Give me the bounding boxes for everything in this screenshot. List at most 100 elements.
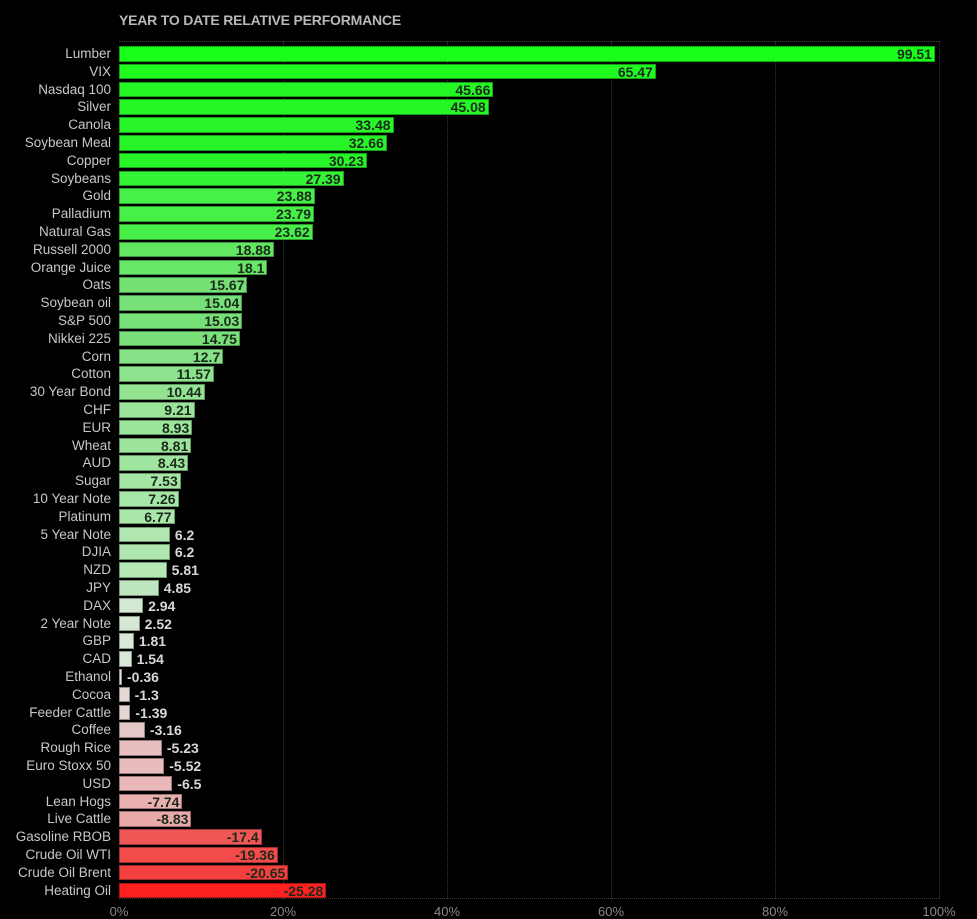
bar-row: Lean Hogs -7.74 — [46, 793, 939, 811]
category-label: CAD — [82, 651, 111, 667]
value-label: 2.94 — [148, 597, 176, 614]
bar — [119, 829, 262, 845]
value-label: -8.83 — [156, 811, 189, 828]
bar-row: Soybean oil 15.04 — [40, 294, 939, 312]
category-label: S&P 500 — [57, 313, 111, 328]
value-label: -1.3 — [134, 686, 159, 703]
category-label: Gold — [82, 188, 111, 204]
bar — [119, 366, 214, 382]
bar — [119, 775, 173, 792]
bar-row: USD -6.5 — [82, 775, 939, 793]
bar-row: Gasoline RBOB -17.4 — [16, 828, 939, 846]
bar — [119, 437, 192, 454]
bar — [119, 241, 274, 258]
bar-row: 30 Year Bond 10.44 — [30, 383, 939, 401]
bar-row: DAX 2.94 — [83, 597, 939, 615]
bar-row: Soybeans 27.39 — [51, 170, 939, 188]
bar — [119, 473, 181, 489]
value-label: -25.28 — [283, 882, 324, 899]
bar-row: Wheat 8.81 — [72, 437, 939, 455]
grid-line — [611, 41, 612, 899]
category-label: DAX — [83, 597, 111, 613]
value-label: 15.04 — [204, 295, 240, 312]
category-label: Nikkei 225 — [47, 330, 111, 346]
bar-row: Heating Oil -25.28 — [44, 882, 939, 900]
category-label: 10 Year Note — [32, 491, 111, 506]
bar-row: 5 Year Note 6.2 — [40, 526, 939, 544]
category-label: USD — [82, 775, 111, 791]
category-label: Wheat — [71, 437, 111, 453]
bar — [119, 46, 935, 62]
bar — [119, 277, 248, 293]
bar-row: Palladium 23.79 — [52, 205, 939, 223]
bar-row: Nasdaq 100 45.66 — [38, 81, 939, 99]
category-label: Silver — [77, 99, 111, 115]
bar — [119, 544, 170, 560]
category-label: Nasdaq 100 — [38, 81, 111, 97]
value-label: -0.36 — [127, 669, 159, 685]
category-label: Ethanol — [65, 669, 111, 684]
bar — [119, 562, 167, 578]
bar-row: 2 Year Note 2.52 — [40, 615, 939, 633]
bar — [119, 811, 192, 827]
bar — [119, 669, 122, 685]
bar-row: Euro Stoxx 50 -5.52 — [26, 757, 939, 775]
bar — [119, 224, 313, 240]
value-label: -5.52 — [169, 758, 202, 774]
bar — [119, 722, 145, 738]
bar — [119, 580, 159, 596]
bar — [119, 170, 344, 187]
value-label: 11.57 — [176, 366, 211, 383]
category-label: Heating Oil — [44, 882, 111, 898]
bar-row: NZD 5.81 — [83, 561, 939, 579]
value-label: 65.47 — [617, 63, 653, 80]
value-label: 5.81 — [171, 562, 199, 579]
grid-line — [775, 41, 776, 899]
value-label: 18.1 — [237, 259, 265, 276]
value-label: 6.2 — [174, 526, 195, 543]
bar-chart-plot: Lumber 99.51 VIX 65.47 Nasdaq 100 45.66 Silver… — [16, 41, 940, 900]
value-label: 45.66 — [455, 81, 491, 98]
bar — [119, 402, 195, 418]
bar — [119, 99, 489, 115]
bar-row: Platinum 6.77 — [58, 508, 939, 526]
category-label: GBP — [82, 633, 111, 649]
bar — [119, 597, 144, 614]
category-label: Natural Gas — [38, 224, 111, 239]
bar-row: Sugar 7.53 — [75, 472, 939, 490]
value-label: 27.39 — [305, 170, 341, 187]
value-label: 45.08 — [450, 99, 486, 116]
bar — [119, 758, 165, 774]
bar-row: AUD 8.43 — [82, 454, 939, 472]
bar-row: 10 Year Note 7.26 — [33, 490, 939, 508]
grid-line — [447, 41, 448, 899]
category-label: Platinum — [58, 508, 111, 524]
bar-row: Crude Oil Brent -20.65 — [18, 864, 939, 882]
bar-row: Ethanol -0.36 — [65, 668, 939, 686]
grid-line — [939, 41, 940, 899]
bar — [119, 508, 175, 525]
category-label: 2 Year Note — [40, 615, 111, 631]
value-label: 8.43 — [157, 455, 186, 472]
category-label: Russell 2000 — [32, 241, 111, 257]
value-label: -7.74 — [147, 793, 180, 810]
bar-row: Natural Gas 23.62 — [39, 223, 939, 241]
value-label: 32.66 — [348, 135, 384, 151]
category-label: Canola — [68, 117, 111, 133]
category-label: NZD — [83, 562, 111, 578]
value-label: 6.2 — [174, 544, 195, 561]
value-label: 14.75 — [201, 330, 237, 347]
bar — [119, 615, 140, 632]
value-label: 9.21 — [164, 402, 192, 418]
bar — [119, 206, 315, 222]
bar-row: Coffee -3.16 — [71, 721, 939, 739]
category-label: Crude Oil Brent — [17, 864, 111, 880]
bar-row: Crude Oil WTI -19.36 — [25, 846, 939, 864]
bar-row: Lumber 99.51 — [65, 45, 939, 63]
category-label: Cotton — [71, 366, 111, 382]
category-label: Live Cattle — [47, 811, 111, 827]
value-label: 7.53 — [150, 473, 178, 490]
category-label: DJIA — [81, 544, 111, 560]
category-label: Soybean Meal — [24, 135, 111, 150]
category-label: Orange Juice — [30, 259, 111, 275]
